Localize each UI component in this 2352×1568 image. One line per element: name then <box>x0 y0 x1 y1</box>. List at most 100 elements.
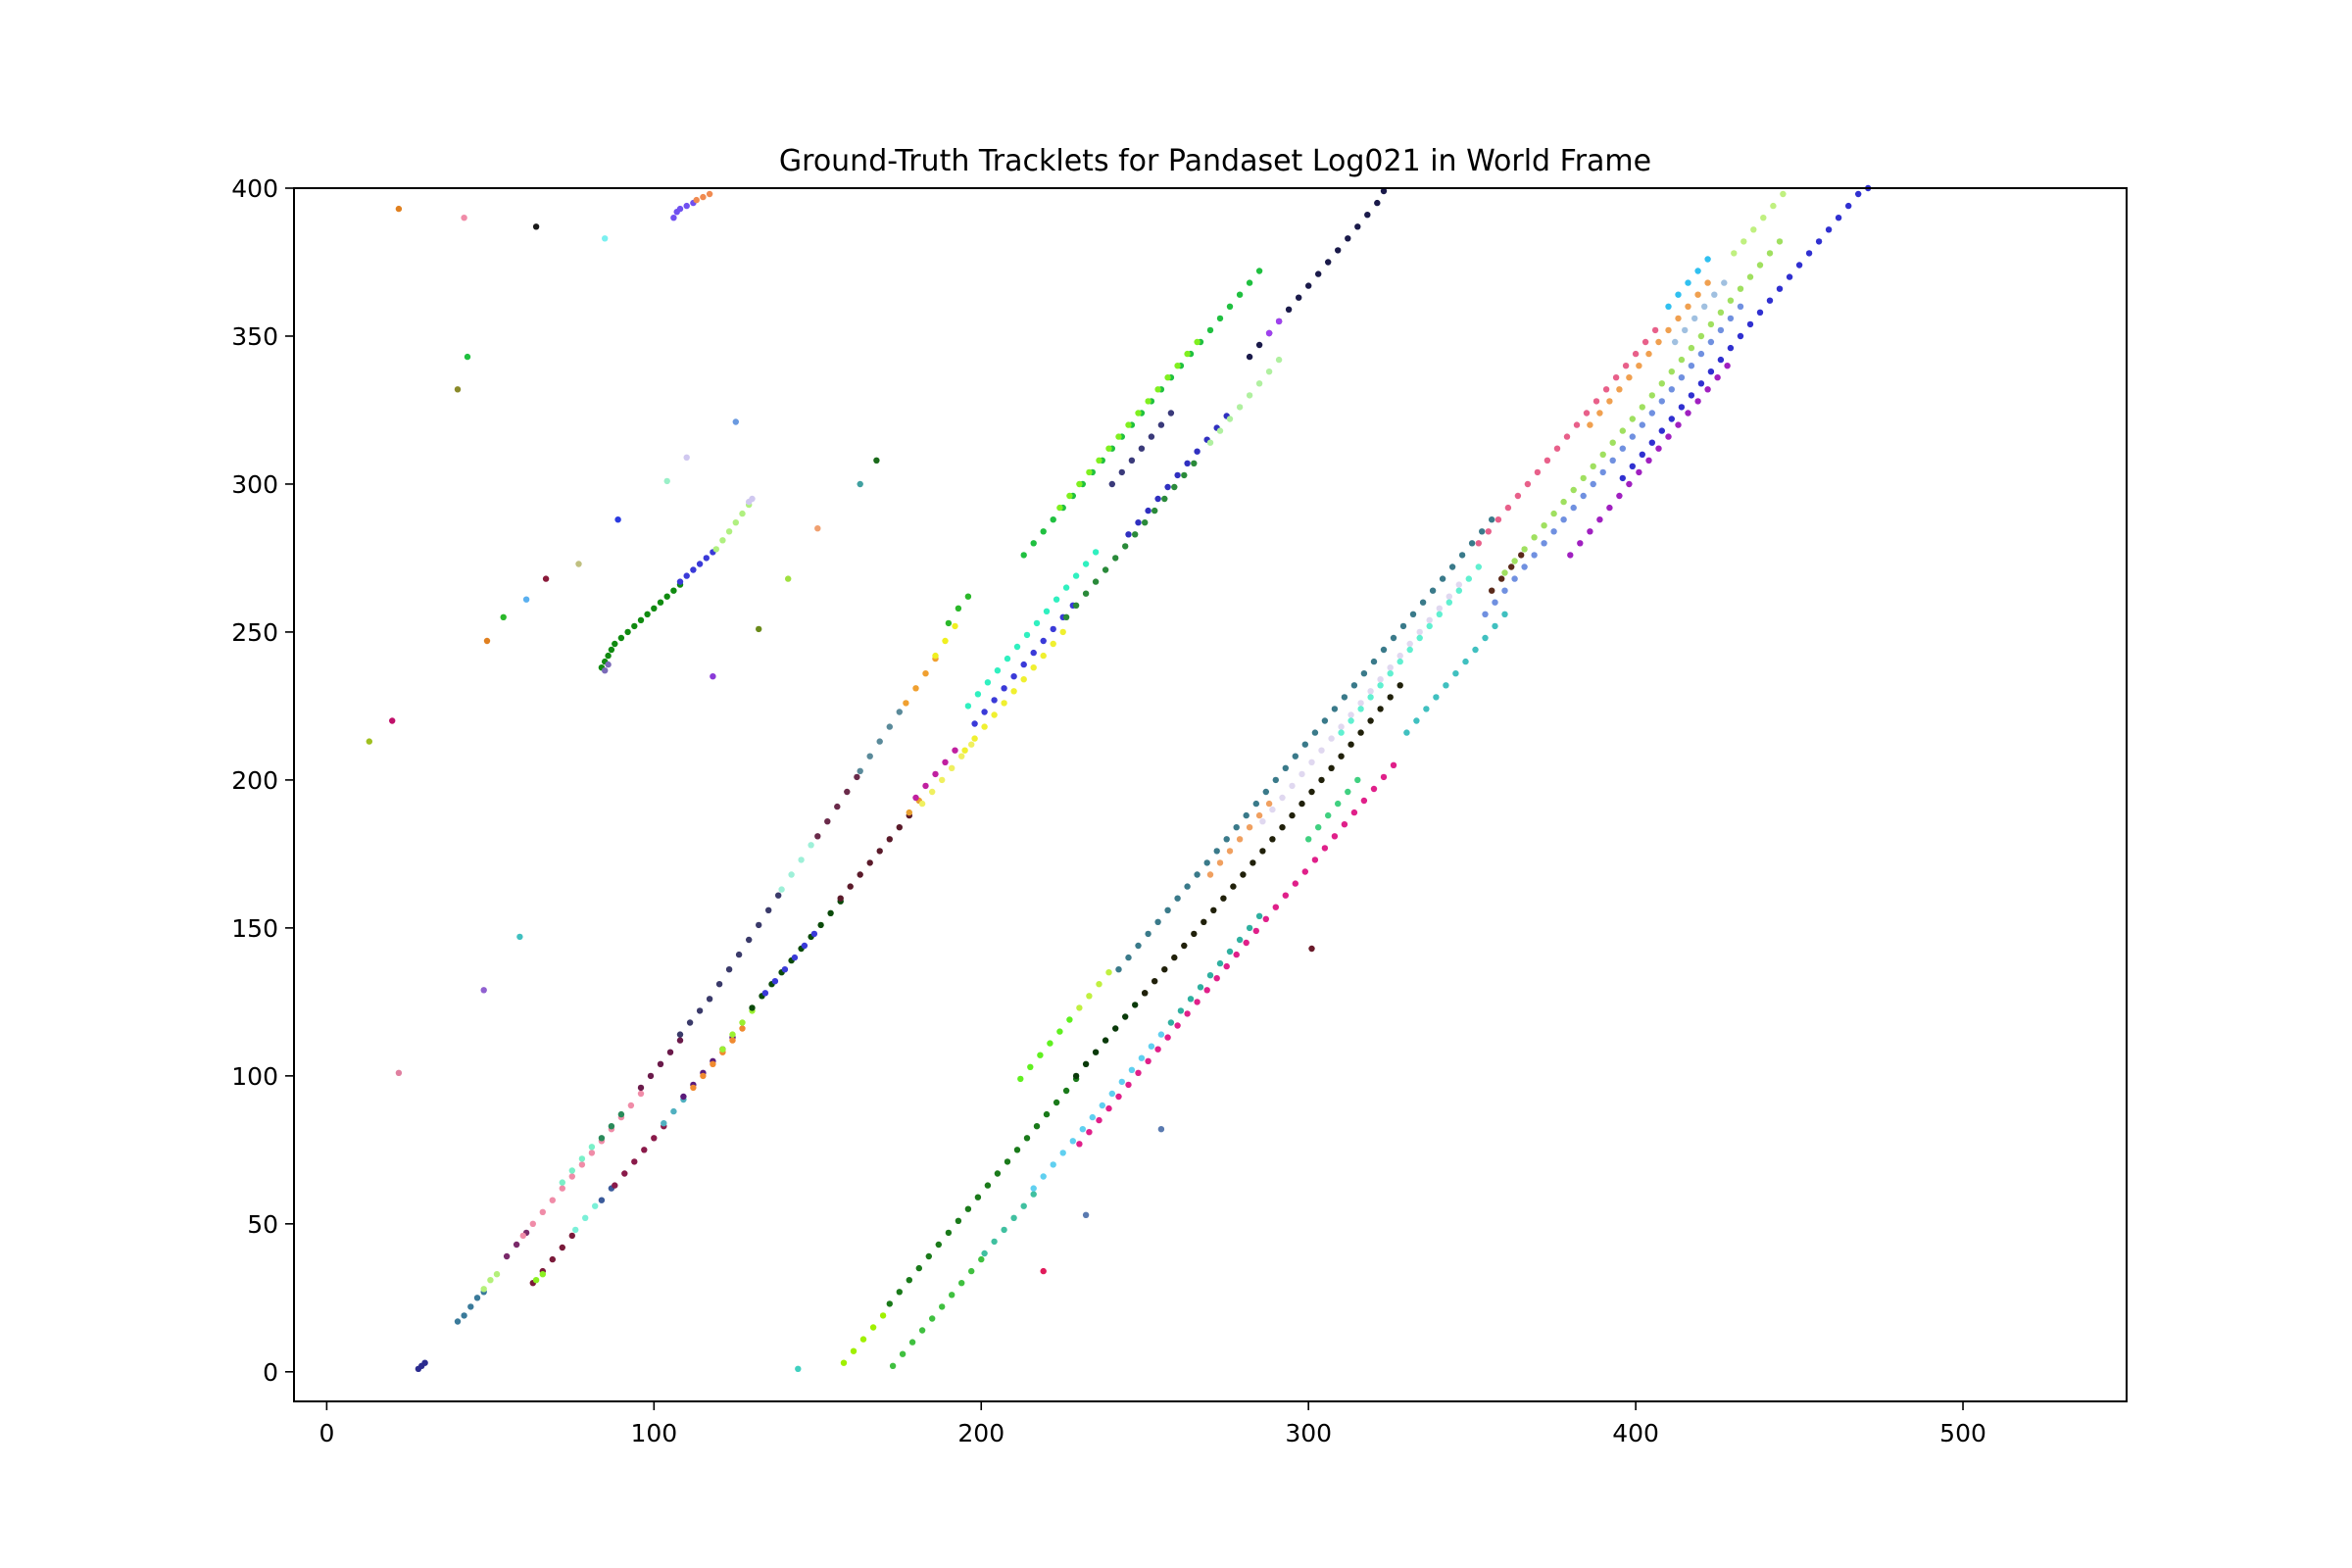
tracklet-point <box>1658 427 1666 434</box>
tracklet-point <box>1416 628 1423 636</box>
tracklet-point <box>810 930 818 938</box>
tracklet-point <box>661 1120 667 1127</box>
tracklet-point <box>1152 507 1158 514</box>
tracklet-point <box>1145 398 1152 405</box>
tracklet-point <box>389 717 396 724</box>
tracklet-point <box>1423 706 1430 712</box>
tracklet-point <box>395 205 403 213</box>
tracklet-point <box>1727 297 1735 304</box>
tracklet-point <box>670 587 677 594</box>
tracklet-point <box>1756 262 1764 269</box>
tracklet-point <box>1655 445 1662 452</box>
tracklet-point <box>680 1093 687 1101</box>
tracklet-point <box>1203 859 1210 866</box>
tracklet-point <box>651 1135 658 1142</box>
tracklet-point <box>1721 279 1728 286</box>
tracklet-point <box>1102 1037 1109 1044</box>
tracklet-point <box>1455 581 1463 588</box>
tracklet-point <box>1216 427 1224 434</box>
tracklet-point <box>1092 1049 1100 1055</box>
tracklet-point <box>1226 848 1234 855</box>
tracklet-point <box>1243 939 1250 947</box>
tracklet-point <box>1269 836 1276 843</box>
tracklet-point <box>1697 332 1705 340</box>
tracklet-point <box>725 966 733 973</box>
tracklet-series <box>1587 279 1711 428</box>
tracklet-series <box>1157 1126 1165 1133</box>
tracklet-point <box>578 1155 586 1162</box>
tracklet-point <box>1701 303 1708 310</box>
tracklet-point <box>1619 427 1627 434</box>
y-tick-label: 200 <box>231 766 278 795</box>
tracklet-point <box>1795 262 1803 269</box>
tracklet-point <box>1275 318 1283 325</box>
tracklet-point <box>1511 558 1518 564</box>
tracklet-point <box>621 1170 628 1177</box>
tracklet-point <box>1161 966 1168 973</box>
y-axis: 0 50 100 150 200 250 300 350 400 <box>231 174 294 1387</box>
tracklet-point <box>1560 516 1567 523</box>
tracklet-point <box>981 723 988 730</box>
tracklet-point <box>1380 773 1388 781</box>
tracklet-point <box>896 824 903 831</box>
tracklet-point <box>1128 457 1136 464</box>
tracklet-point <box>1252 927 1260 935</box>
tracklet-point <box>1485 528 1493 535</box>
tracklet-series <box>886 1075 1080 1307</box>
tracklet-point <box>657 1060 664 1068</box>
tracklet-point <box>1534 468 1542 476</box>
tracklet-point <box>1737 285 1744 292</box>
tracklet-point <box>964 1205 972 1212</box>
tracklet-point <box>454 386 462 393</box>
tracklet-point <box>1465 575 1473 582</box>
tracklet-series <box>693 190 713 204</box>
tracklet-point <box>1191 460 1198 466</box>
x-tick-label: 500 <box>1939 1419 1986 1447</box>
tracklet-point <box>1331 706 1339 712</box>
tracklet-series <box>981 1191 1037 1257</box>
tracklet-point <box>1145 1057 1152 1065</box>
tracklet-point <box>1023 1135 1031 1142</box>
tracklet-series <box>1305 776 1361 843</box>
tracklet-point <box>732 418 739 425</box>
tracklet-point <box>715 981 723 988</box>
tracklet-point <box>1321 845 1329 852</box>
tracklet-series <box>1082 1211 1090 1219</box>
tracklet-point <box>1318 776 1325 784</box>
tracklet-point <box>1213 848 1220 855</box>
tracklet-point <box>1587 528 1593 535</box>
tracklet-point <box>1135 410 1142 416</box>
tracklet-series <box>480 1271 501 1293</box>
tracklet-point <box>1498 575 1505 582</box>
tracklet-point <box>801 942 808 950</box>
tracklet-point <box>1387 670 1394 677</box>
tracklet-point <box>1122 543 1129 550</box>
tracklet-point <box>1062 613 1070 620</box>
tracklet-point <box>866 753 873 760</box>
tracklet-point <box>1396 658 1403 665</box>
tracklet-point <box>1194 871 1200 878</box>
tracklet-point <box>559 1244 565 1251</box>
tracklet-point <box>1697 380 1705 387</box>
tracklet-point <box>994 1170 1002 1177</box>
tracklet-point <box>1345 235 1351 242</box>
tracklet-point <box>1606 398 1613 405</box>
tracklet-point <box>1694 268 1701 274</box>
tracklet-point <box>1642 338 1649 346</box>
tracklet-series <box>1206 800 1273 878</box>
tracklet-point <box>454 1318 462 1325</box>
tracklet-point <box>1413 717 1420 724</box>
tracklet-point <box>1315 824 1322 831</box>
tracklet-point <box>1062 1087 1070 1095</box>
tracklet-point <box>519 1232 526 1240</box>
tracklet-point <box>749 1004 756 1011</box>
tracklet-point <box>1436 605 1444 612</box>
tracklet-point <box>1580 492 1587 500</box>
tracklet-point <box>1387 664 1394 671</box>
tracklet-point <box>1086 468 1093 476</box>
tracklet-point <box>1550 528 1557 535</box>
tracklet-point <box>1387 694 1394 701</box>
tracklet-point <box>1494 516 1502 523</box>
tracklet-point <box>1648 392 1656 399</box>
